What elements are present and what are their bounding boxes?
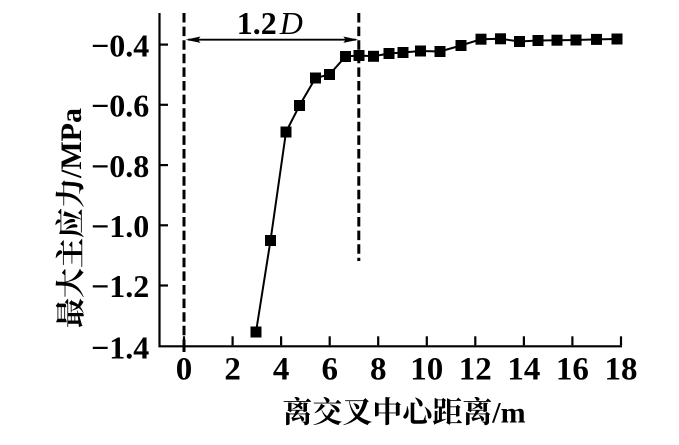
svg-text:−0.8: −0.8 [91, 148, 149, 184]
svg-text:6: 6 [321, 352, 338, 388]
svg-text:−1.4: −1.4 [91, 329, 149, 365]
svg-text:1.2D: 1.2D [237, 5, 303, 41]
svg-text:10: 10 [410, 352, 443, 388]
svg-text:/MPa: /MPa [55, 108, 88, 179]
svg-text:16: 16 [556, 352, 589, 388]
svg-text:2: 2 [224, 352, 241, 388]
svg-text:4: 4 [273, 352, 290, 388]
svg-text:−1.2: −1.2 [91, 268, 149, 304]
svg-text:−1.0: −1.0 [91, 208, 149, 244]
svg-text:14: 14 [507, 352, 540, 388]
svg-text:12: 12 [459, 352, 492, 388]
svg-text:−0.6: −0.6 [91, 88, 149, 124]
svg-text:18: 18 [605, 352, 638, 388]
svg-text:8: 8 [370, 352, 387, 388]
svg-text:−0.4: −0.4 [91, 27, 149, 63]
svg-text:/m: /m [491, 397, 525, 430]
svg-text:0: 0 [176, 352, 193, 388]
